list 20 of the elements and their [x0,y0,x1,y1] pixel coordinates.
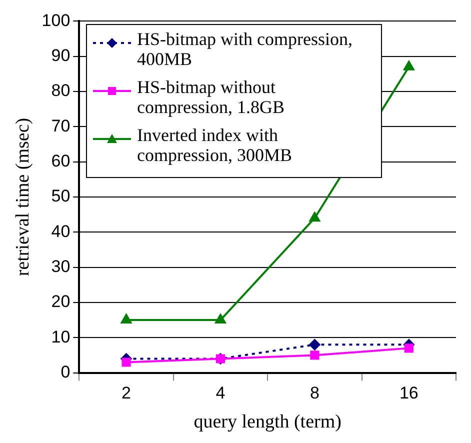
legend-label: Inverted index with compression, 300MB [137,125,293,165]
x-tick-label: 4 [216,384,226,403]
y-tick-label: 70 [51,116,70,136]
y-tick-label: 90 [51,46,70,66]
y-tick-label: 20 [51,292,70,312]
y-tick-label: 80 [51,81,70,100]
y-tick-label: 60 [51,152,70,171]
y-tick-label: 50 [51,186,70,206]
x-tick-label: 2 [122,384,132,403]
y-axis-title: retrieval time (msec) [12,118,34,276]
x-tick-label: 8 [310,384,320,403]
y-tick-label: 100 [42,10,70,30]
x-tick-label: 16 [399,384,418,403]
y-tick-label: 30 [51,257,70,276]
x-axis-title: query length (term) [194,412,342,433]
legend-label: HS-bitmap without compression, 1.8GB [137,77,286,117]
y-tick-label: 0 [60,362,70,382]
y-tick-label: 10 [51,327,70,346]
y-tick-label: 40 [51,222,70,241]
legend-label: HS-bitmap with compression, 400MB [137,29,354,69]
